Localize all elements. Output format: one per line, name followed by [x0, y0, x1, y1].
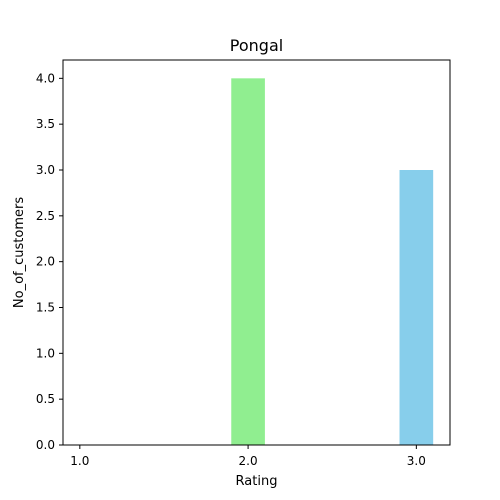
x-axis-label: Rating	[236, 474, 278, 489]
plot-area-frame	[62, 59, 451, 446]
bars-group	[231, 78, 434, 445]
chart-title: Pongal	[230, 36, 283, 55]
y-tick-label: 0.5	[36, 392, 55, 406]
y-tick-label: 0.0	[36, 438, 55, 452]
y-tick-label: 1.0	[36, 346, 55, 360]
y-tick-label: 2.0	[36, 255, 55, 269]
y-axis-label: No_of_customers	[12, 197, 27, 308]
y-tick-label: 3.5	[36, 117, 55, 131]
x-tick-label: 2.0	[239, 454, 258, 468]
x-tick-label: 3.0	[407, 454, 426, 468]
bar	[231, 78, 265, 445]
y-axis: 0.0 0.5 1.0 1.5 2.0 2.5 3.0 3.5 4.0	[36, 71, 63, 452]
y-tick-label: 4.0	[36, 71, 55, 85]
x-axis: 1.0 2.0 3.0	[70, 445, 426, 468]
bar	[399, 170, 434, 445]
y-tick-label: 3.0	[36, 163, 55, 177]
y-tick-label: 2.5	[36, 209, 55, 223]
x-tick-label: 1.0	[70, 454, 89, 468]
y-tick-label: 1.5	[36, 301, 55, 315]
